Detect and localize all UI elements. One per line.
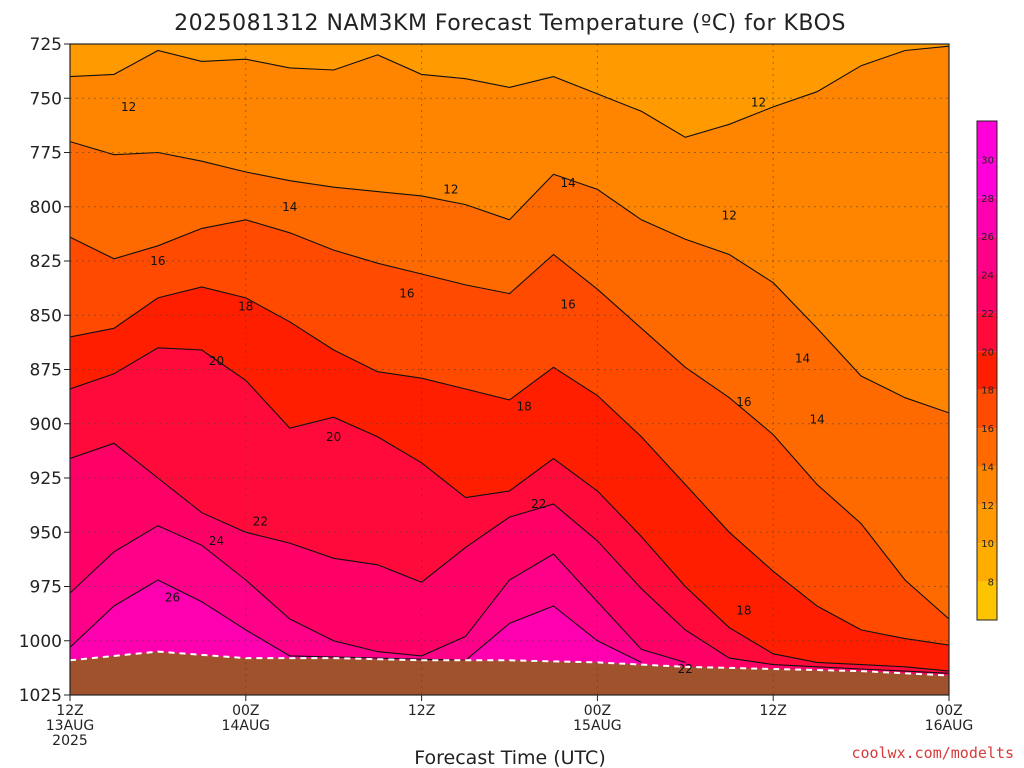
colorbar-tick-16: 16 [981,424,994,435]
colorbar-tick-10: 10 [981,539,994,550]
contour-label-10: 16 [560,297,575,311]
y-tick-label-750: 750 [30,89,62,109]
contour-label-11: 16 [736,395,751,409]
colorbar-swatch-24 [977,236,997,275]
x-tick-label-48-0: 12Z [759,703,786,719]
colorbar-tick-28: 28 [981,194,994,205]
contour-label-2: 12 [722,208,737,222]
colorbar-tick-18: 18 [981,386,994,397]
y-tick-label-925: 925 [30,469,62,489]
contour-label-19: 22 [678,662,693,676]
contour-label-0: 12 [121,100,136,114]
contour-label-15: 20 [209,354,224,368]
x-tick-label-60-1: 16AUG [925,718,974,734]
colorbar-tick-22: 22 [981,309,994,320]
isotherm-26 [70,579,642,663]
contour-label-1: 12 [443,182,458,196]
contour-label-18: 22 [531,497,546,511]
y-tick-label-1025: 1025 [19,686,62,706]
colorbar-swatch-22 [977,274,997,313]
colorbar-swatch-30 [977,121,997,160]
x-tick-label-0-2: 2025 [52,733,88,749]
contour-label-5: 14 [560,176,575,190]
isotherm-12 [70,45,949,138]
y-tick-label-975: 975 [30,578,62,598]
contour-label-9: 16 [399,287,414,301]
colorbar-swatch-10 [977,504,997,544]
x-axis-title: Forecast Time (UTC) [414,747,605,768]
ground-fill [70,651,949,695]
colorbar-tick-12: 12 [981,501,994,512]
colorbar: 8 10 12 14 16 18 20 22 24 26 28 30 [976,120,998,621]
y-tick-label-950: 950 [30,523,62,543]
colorbar-swatch-18 [977,351,997,390]
y-axis: 725 750 775 800 825 850 875 900 925 950 975 1000 102… [19,35,70,706]
band-below-12 [70,44,949,138]
contour-labels: 12 12 12 12 14 14 14 14 16 16 16 16 18 18 18 20 20 22 22 22… [121,96,825,676]
colorbar-tick-20: 20 [981,347,994,358]
contour-label-21: 26 [165,590,180,604]
credit-text: coolwx.com/modelts [851,744,1014,762]
colorbar-tick-26: 26 [981,232,994,243]
y-tick-label-800: 800 [30,198,62,218]
x-tick-label-12-1: 14AUG [222,718,271,734]
colorbar-swatch-28 [977,159,997,198]
colorbar-tick-30: 30 [981,155,994,166]
surface-line [70,650,949,677]
x-tick-label-36-1: 15AUG [573,718,622,734]
contour-label-4: 14 [282,200,297,214]
x-tick-label-60-0: 00Z [935,703,962,719]
colorbar-tick-14: 14 [981,462,994,473]
colorbar-swatch-14 [977,428,997,467]
colorbar-tick-8: 8 [988,578,994,589]
chart-title: 2025081312 NAM3KM Forecast Temperature (… [174,11,846,36]
isotherm-20 [70,347,949,672]
colorbar-swatch-20 [977,312,997,352]
isotherm-16 [70,219,949,620]
contour-label-6: 14 [795,352,810,366]
x-tick-label-12-0: 00Z [232,703,259,719]
colorbar-swatch-12 [977,466,997,505]
isotherm-contours [70,45,949,674]
y-tick-label-850: 850 [30,306,62,326]
y-tick-label-875: 875 [30,361,62,381]
contour-label-7: 14 [810,412,825,426]
grid-lines [70,44,949,695]
x-tick-label-0-0: 12Z [56,703,83,719]
isotherm-22 [70,442,949,674]
contour-label-3: 12 [751,96,766,110]
x-tick-label-0-1: 13AUG [46,718,95,734]
below-ground-area [70,650,949,695]
y-tick-label-1000: 1000 [19,632,62,652]
colorbar-swatch-26 [977,197,997,237]
contour-label-12: 18 [238,300,253,314]
contour-label-16: 20 [326,430,341,444]
colorbar-swatch-8 [977,543,997,582]
contour-label-8: 16 [150,254,165,268]
colorbar-tick-24: 24 [981,271,994,282]
y-tick-label-725: 725 [30,35,62,55]
isotherm-18 [70,286,949,646]
y-tick-label-900: 900 [30,415,62,435]
contour-label-13: 18 [517,399,532,413]
colorbar-swatch-6 [977,581,997,620]
contour-label-20: 24 [209,534,224,548]
contour-label-17: 22 [253,514,268,528]
contour-label-14: 18 [736,603,751,617]
x-tick-label-36-0: 00Z [584,703,611,719]
y-tick-label-825: 825 [30,252,62,272]
colorbar-swatch-16 [977,389,997,429]
colorbar-frame [976,120,998,621]
x-tick-label-24-0: 12Z [408,703,435,719]
y-tick-label-775: 775 [30,144,62,164]
isotherm-14 [70,141,949,414]
